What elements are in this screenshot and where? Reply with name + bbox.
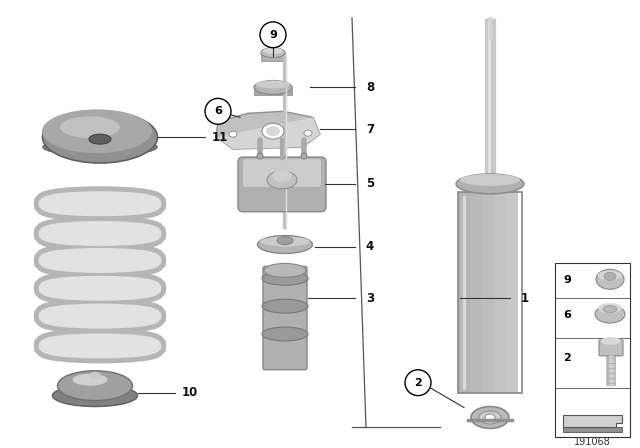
Bar <box>555 263 630 437</box>
Ellipse shape <box>72 374 108 386</box>
Ellipse shape <box>595 305 625 323</box>
Ellipse shape <box>598 303 622 313</box>
Ellipse shape <box>262 327 308 341</box>
Ellipse shape <box>262 299 308 313</box>
Ellipse shape <box>261 47 285 58</box>
Text: 7: 7 <box>366 123 374 136</box>
Ellipse shape <box>42 109 152 153</box>
Ellipse shape <box>485 414 495 421</box>
Ellipse shape <box>264 263 306 277</box>
Ellipse shape <box>471 406 509 428</box>
Bar <box>470 192 482 392</box>
Text: 6: 6 <box>563 310 571 320</box>
Ellipse shape <box>263 47 283 54</box>
Ellipse shape <box>89 134 111 144</box>
Bar <box>261 53 285 60</box>
Bar <box>506 192 518 392</box>
Text: 8: 8 <box>366 81 374 94</box>
Text: 11: 11 <box>212 131 228 144</box>
Ellipse shape <box>52 385 138 406</box>
Ellipse shape <box>460 174 520 186</box>
Bar <box>254 87 292 95</box>
Polygon shape <box>563 415 622 427</box>
Ellipse shape <box>479 411 501 424</box>
Bar <box>458 192 470 392</box>
Ellipse shape <box>266 126 280 136</box>
Ellipse shape <box>277 237 293 245</box>
Ellipse shape <box>604 272 616 280</box>
Text: 6: 6 <box>214 106 222 116</box>
Circle shape <box>205 99 231 124</box>
Ellipse shape <box>456 174 524 194</box>
Circle shape <box>405 370 431 396</box>
Text: 9: 9 <box>563 276 571 285</box>
Circle shape <box>260 22 286 47</box>
Text: 1: 1 <box>521 292 529 305</box>
FancyBboxPatch shape <box>243 159 321 187</box>
Ellipse shape <box>260 237 310 246</box>
Ellipse shape <box>42 111 157 163</box>
FancyBboxPatch shape <box>263 267 307 370</box>
Bar <box>563 427 622 432</box>
Ellipse shape <box>257 153 263 159</box>
Ellipse shape <box>596 269 624 289</box>
Ellipse shape <box>262 123 284 139</box>
Text: 191068: 191068 <box>573 437 611 448</box>
FancyBboxPatch shape <box>238 157 326 212</box>
Text: 2: 2 <box>563 353 571 363</box>
Ellipse shape <box>60 116 120 138</box>
Ellipse shape <box>89 372 101 380</box>
Text: 9: 9 <box>269 30 277 40</box>
Bar <box>494 192 506 392</box>
Text: 10: 10 <box>182 386 198 399</box>
Text: 5: 5 <box>366 177 374 190</box>
Ellipse shape <box>301 153 307 159</box>
Ellipse shape <box>601 337 621 345</box>
Ellipse shape <box>42 138 157 156</box>
Ellipse shape <box>229 131 237 137</box>
Bar <box>482 192 494 392</box>
Ellipse shape <box>262 271 308 285</box>
Ellipse shape <box>256 81 290 88</box>
Polygon shape <box>216 111 320 149</box>
Ellipse shape <box>272 170 292 182</box>
Text: 3: 3 <box>366 292 374 305</box>
Ellipse shape <box>254 81 292 95</box>
Bar <box>458 192 522 392</box>
Ellipse shape <box>257 236 312 254</box>
Ellipse shape <box>598 270 622 280</box>
Text: 2: 2 <box>414 378 422 388</box>
Polygon shape <box>216 117 320 149</box>
Ellipse shape <box>603 306 617 313</box>
FancyBboxPatch shape <box>599 340 623 356</box>
Ellipse shape <box>267 171 297 189</box>
Text: 4: 4 <box>366 240 374 253</box>
Ellipse shape <box>58 371 132 401</box>
Ellipse shape <box>304 130 312 136</box>
